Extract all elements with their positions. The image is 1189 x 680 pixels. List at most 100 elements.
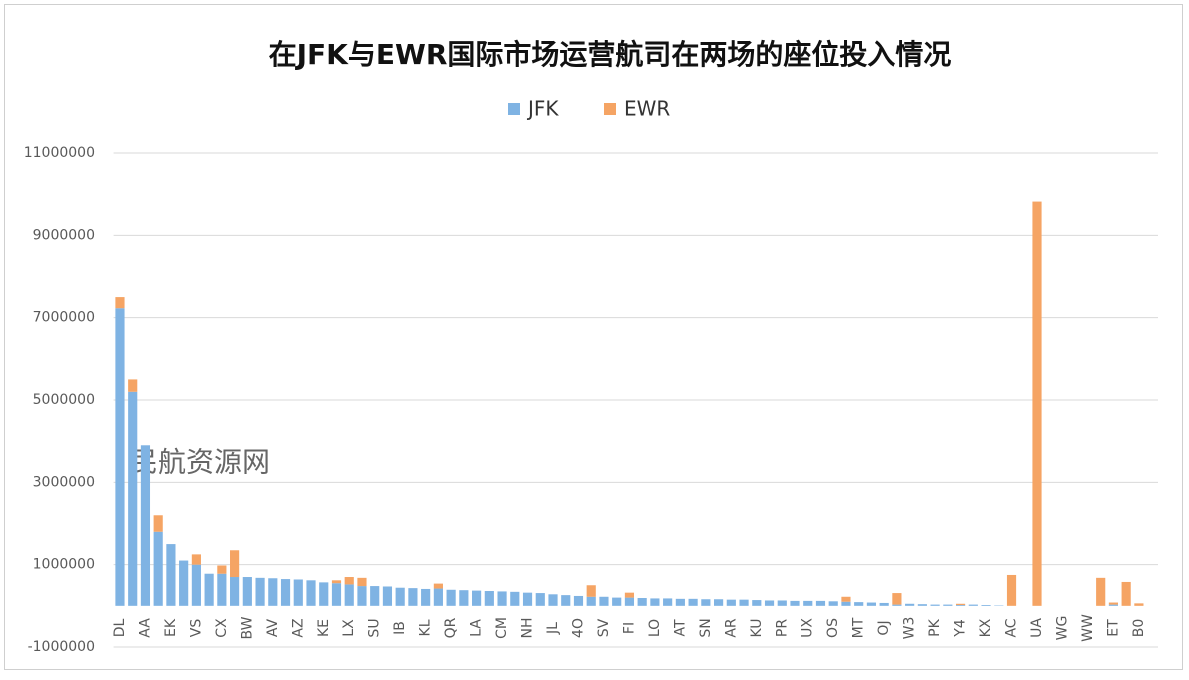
x-tick-label: SU (367, 618, 383, 637)
bar (765, 600, 774, 605)
bar (981, 605, 990, 606)
bar (217, 574, 226, 606)
x-tick-label: AT (672, 619, 688, 636)
bar (485, 591, 494, 606)
x-tick-label: LO (647, 619, 663, 637)
y-tick-label: 7000000 (33, 310, 95, 326)
bar (255, 578, 264, 606)
bar (192, 554, 201, 564)
bar (447, 590, 456, 606)
x-tick-label: AA (137, 618, 153, 638)
x-tick-label: KL (418, 619, 434, 636)
y-tick-label: 3000000 (33, 474, 95, 490)
x-tick-label: Y4 (953, 619, 969, 638)
y-tick-label: 5000000 (33, 392, 95, 408)
x-tick-label: SV (596, 618, 612, 637)
bar (663, 598, 672, 605)
x-tick-label: IB (392, 621, 408, 635)
x-tick-label: 4O (570, 618, 586, 638)
bar (892, 593, 901, 605)
bar (739, 600, 748, 606)
x-tick-label: PK (927, 618, 943, 636)
bar (892, 605, 901, 606)
x-tick-label: CM (494, 617, 510, 639)
bar (434, 589, 443, 606)
bar (357, 586, 366, 606)
x-tick-label: OJ (876, 620, 892, 635)
x-tick-label: W3 (902, 617, 918, 640)
bar (701, 599, 710, 606)
bar (816, 601, 825, 606)
bar (599, 597, 608, 606)
bar (345, 584, 354, 605)
x-tick-label: MT (851, 617, 867, 638)
x-tick-label: ET (1105, 619, 1121, 637)
bar (854, 602, 863, 606)
x-tick-label: WW (1080, 614, 1096, 642)
bar (128, 392, 137, 606)
x-tick-label: PR (774, 619, 790, 637)
bar (918, 604, 927, 606)
bar (319, 582, 328, 605)
bar (128, 379, 137, 391)
bar (408, 588, 417, 606)
x-tick-label: LA (469, 619, 485, 637)
y-tick-label: -1000000 (28, 639, 95, 655)
bar (1007, 575, 1016, 606)
bar (727, 600, 736, 606)
bar (421, 589, 430, 606)
x-tick-label: SN (698, 618, 714, 637)
x-tick-label: WG (1054, 616, 1070, 641)
x-tick-label: KX (978, 618, 994, 637)
bar (650, 598, 659, 605)
bar (829, 601, 838, 606)
bar (1096, 578, 1105, 606)
bar (867, 603, 876, 606)
y-tick-label: 1000000 (33, 557, 95, 573)
bar (306, 580, 315, 606)
legend-swatch (508, 103, 520, 115)
bar (841, 602, 850, 606)
bar (154, 532, 163, 606)
bar (332, 580, 341, 583)
x-tick-label: AV (265, 618, 281, 637)
bar (956, 604, 965, 605)
bar (115, 308, 124, 606)
chart-title: 在JFK与EWR国际市场运营航司在两场的座位投入情况 (269, 38, 952, 71)
bar (1122, 582, 1131, 606)
x-tick-label: LX (341, 619, 357, 637)
bar (357, 578, 366, 586)
bar (243, 577, 252, 606)
x-tick-label: UA (1029, 618, 1045, 638)
legend-label: JFK (526, 97, 559, 121)
legend-label: EWR (624, 97, 670, 121)
bar (612, 598, 621, 606)
bar (548, 594, 557, 606)
x-tick-label: KU (749, 618, 765, 637)
bar (192, 565, 201, 606)
bar (115, 297, 124, 308)
bar (459, 590, 468, 606)
x-tick-label: AZ (290, 618, 306, 637)
bar (536, 593, 545, 606)
x-tick-label: KE (316, 619, 332, 637)
bar (294, 579, 303, 605)
bar (332, 583, 341, 606)
x-tick-label: VS (188, 619, 204, 638)
bar (905, 604, 914, 606)
bar (205, 574, 214, 606)
bar (931, 605, 940, 606)
x-tick-label: AR (723, 618, 739, 638)
bar (141, 445, 150, 606)
y-tick-label: 9000000 (33, 227, 95, 243)
bar (268, 578, 277, 606)
bar (714, 599, 723, 606)
x-tick-label: AC (1004, 618, 1020, 637)
bar (587, 585, 596, 597)
bar (166, 544, 175, 606)
x-tick-label: FI (621, 622, 637, 634)
x-tick-label: OS (825, 618, 841, 638)
bar (472, 591, 481, 606)
x-tick-label: B0 (1131, 619, 1147, 638)
